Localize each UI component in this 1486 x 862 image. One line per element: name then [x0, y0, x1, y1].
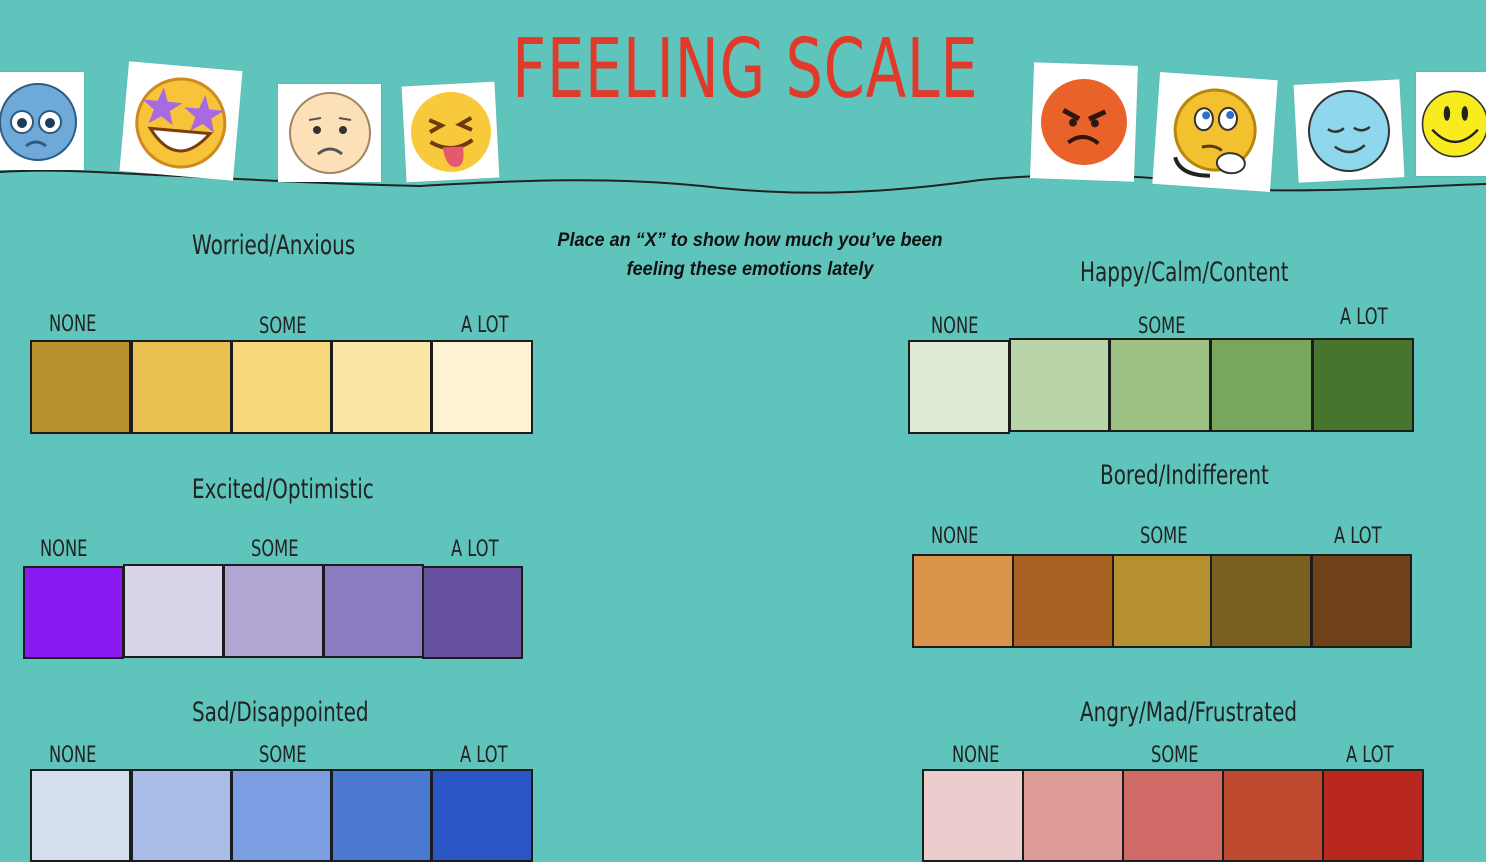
- instructions-text: Place an “X” to show how much you’ve bee…: [541, 226, 959, 284]
- scale-label-some: SOME: [259, 314, 307, 339]
- calm-face-icon: [1293, 79, 1405, 183]
- scale-label-some: SOME: [1138, 314, 1186, 339]
- scale-box-4[interactable]: [331, 769, 432, 862]
- scale-box-1[interactable]: [922, 769, 1024, 862]
- scale-heading: Bored/Indifferent: [1100, 460, 1269, 491]
- angry-face-icon: [1030, 62, 1138, 182]
- scale-heading: Happy/Calm/Content: [1080, 257, 1289, 288]
- scale-box-1[interactable]: [30, 769, 131, 862]
- scale-label-a-lot: A LOT: [1340, 305, 1388, 330]
- thinking-face-icon: [1152, 72, 1278, 192]
- scale-box-4[interactable]: [1210, 338, 1313, 432]
- scale-label-none: NONE: [40, 537, 88, 562]
- scale-heading: Sad/Disappointed: [192, 697, 369, 728]
- scale-label-a-lot: A LOT: [451, 537, 499, 562]
- scale-heading: Angry/Mad/Frustrated: [1080, 697, 1298, 728]
- scale-box-1[interactable]: [912, 554, 1014, 648]
- scale-box-4[interactable]: [323, 564, 424, 658]
- scale-label-none: NONE: [49, 312, 97, 337]
- scale-box-1[interactable]: [30, 340, 131, 434]
- scale-box-2[interactable]: [1022, 769, 1124, 862]
- scale-box-2[interactable]: [131, 340, 232, 434]
- scale-label-a-lot: A LOT: [1346, 743, 1394, 768]
- scale-box-2[interactable]: [1009, 338, 1110, 432]
- scale-label-a-lot: A LOT: [460, 743, 508, 768]
- scale-box-3[interactable]: [231, 769, 332, 862]
- scale-box-3[interactable]: [1122, 769, 1224, 862]
- scale-label-a-lot: A LOT: [1334, 524, 1382, 549]
- scale-heading: Excited/Optimistic: [192, 474, 374, 505]
- sad-face-icon: [278, 84, 381, 182]
- scale-label-none: NONE: [931, 524, 979, 549]
- star-struck-icon: [119, 61, 243, 181]
- scale-label-a-lot: A LOT: [461, 313, 509, 338]
- scale-heading: Worried/Anxious: [192, 230, 356, 261]
- page-title: FEELING SCALE: [512, 22, 979, 117]
- scale-box-3[interactable]: [231, 340, 332, 434]
- scale-box-4[interactable]: [331, 340, 432, 434]
- scale-label-none: NONE: [952, 743, 1000, 768]
- instructions-line-1: Place an “X” to show how much you’ve bee…: [557, 230, 943, 251]
- scale-box-5[interactable]: [431, 340, 533, 434]
- scale-box-3[interactable]: [223, 564, 324, 658]
- scale-box-2[interactable]: [123, 564, 224, 658]
- scale-box-5[interactable]: [431, 769, 533, 862]
- tongue-out-squinting-icon: [401, 81, 500, 183]
- scale-box-5[interactable]: [1311, 554, 1412, 648]
- scale-label-some: SOME: [1140, 524, 1188, 549]
- scale-label-none: NONE: [49, 743, 97, 768]
- scale-box-5[interactable]: [1322, 769, 1424, 862]
- scale-box-1[interactable]: [23, 566, 124, 659]
- scale-label-none: NONE: [931, 314, 979, 339]
- scale-box-3[interactable]: [1112, 554, 1212, 648]
- instructions-line-2: feeling these emotions lately: [626, 259, 874, 280]
- worried-face-icon: [0, 72, 84, 170]
- scale-box-5[interactable]: [1312, 338, 1414, 432]
- scale-box-2[interactable]: [131, 769, 232, 862]
- smiley-face-icon: [1416, 72, 1486, 176]
- scale-box-2[interactable]: [1012, 554, 1114, 648]
- scale-box-4[interactable]: [1222, 769, 1324, 862]
- scale-box-5[interactable]: [422, 566, 523, 659]
- scale-box-3[interactable]: [1109, 338, 1211, 432]
- scale-label-some: SOME: [251, 537, 299, 562]
- scale-label-some: SOME: [1151, 743, 1199, 768]
- scale-box-1[interactable]: [908, 340, 1010, 434]
- scale-label-some: SOME: [259, 743, 307, 768]
- scale-box-4[interactable]: [1210, 554, 1312, 648]
